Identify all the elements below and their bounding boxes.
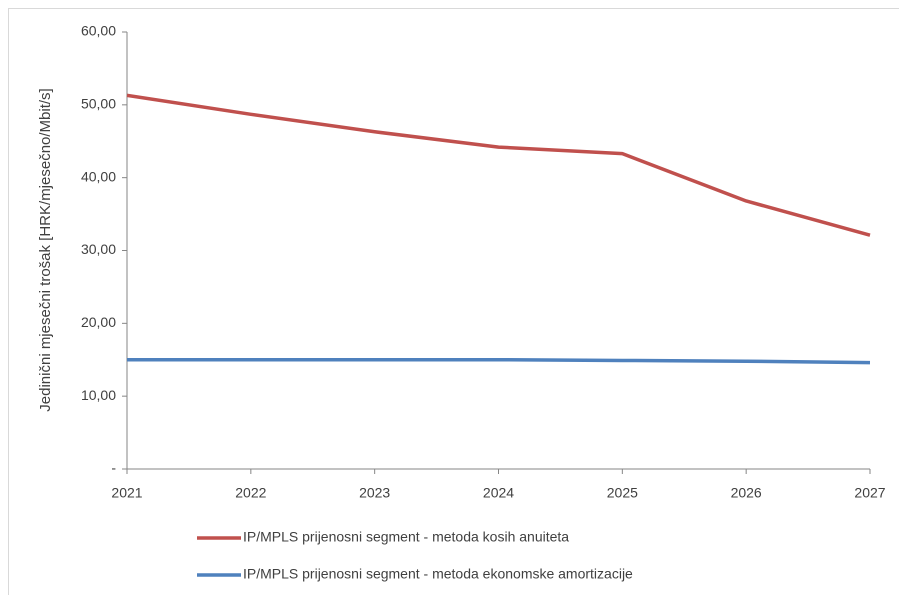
x-tick-label: 2022 xyxy=(235,485,266,501)
y-tick-label: 40,00 xyxy=(81,168,116,184)
y-tick-label: 30,00 xyxy=(81,241,116,257)
x-tick-label: 2026 xyxy=(731,485,762,501)
x-tick-label: 2027 xyxy=(854,485,885,501)
x-tick-label: 2024 xyxy=(483,485,514,501)
y-axis-label: Jedinični mjesečni trošak [HRK/mjesečno/… xyxy=(37,88,54,411)
x-tick-label: 2025 xyxy=(607,485,638,501)
y-tick-label: 20,00 xyxy=(81,314,116,330)
y-tick-label: 50,00 xyxy=(81,96,116,112)
legend-label: IP/MPLS prijenosni segment - metoda ekon… xyxy=(243,566,633,582)
series-line xyxy=(126,93,871,237)
x-tick-label: 2021 xyxy=(111,485,142,501)
y-tick-label: - xyxy=(111,460,116,476)
series-line xyxy=(127,358,871,365)
x-tick-label: 2023 xyxy=(359,485,390,501)
chart-border xyxy=(8,8,899,595)
y-tick-label: 10,00 xyxy=(81,387,116,403)
legend-label: IP/MPLS prijenosni segment - metoda kosi… xyxy=(243,529,569,545)
y-tick-label: 60,00 xyxy=(81,23,116,39)
